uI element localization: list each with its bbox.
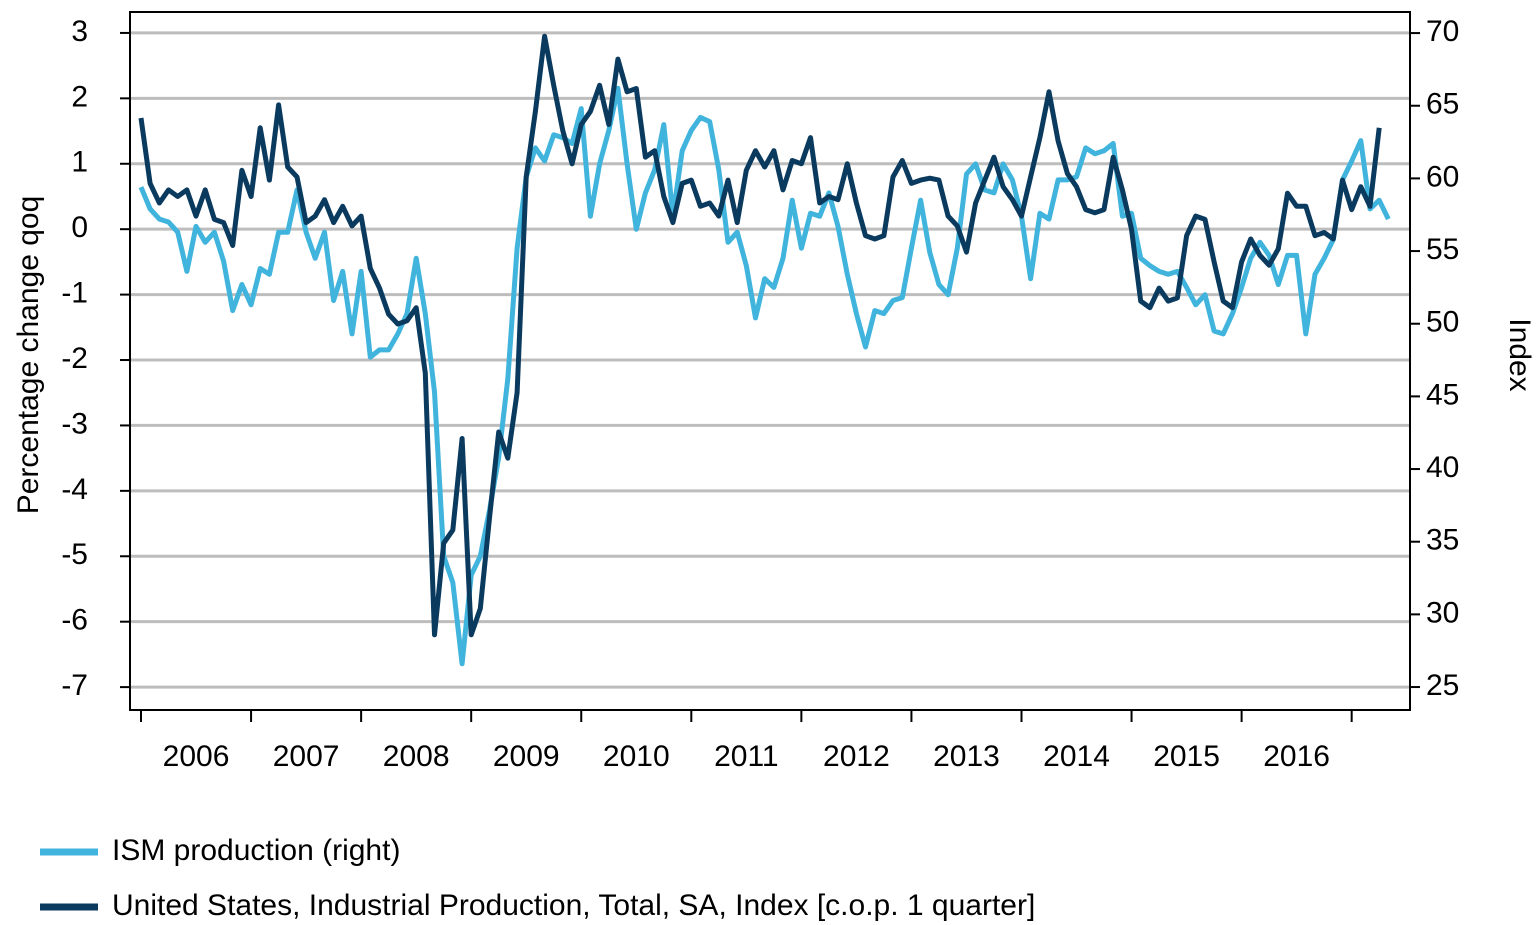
y2-tick-label: 35 [1426, 524, 1459, 557]
legend-label: ISM production (right) [112, 834, 400, 867]
y-tick-label: 1 [71, 146, 88, 179]
y-axis-title: Percentage change qoq [12, 196, 45, 515]
series-line [138, 33, 1382, 638]
x-tick-label: 2006 [163, 740, 230, 773]
y2-tick-label: 45 [1426, 378, 1459, 411]
y2-tick-label: 50 [1426, 306, 1459, 339]
y-tick-label: 3 [71, 15, 88, 48]
x-tick-label: 2007 [273, 740, 340, 773]
y2-tick-label: 25 [1426, 669, 1459, 702]
plot-frame [129, 11, 1411, 711]
legend-label: United States, Industrial Production, To… [112, 889, 1035, 922]
x-tick-label: 2013 [933, 740, 1000, 773]
y-tick-label: 2 [71, 80, 88, 113]
series-line [138, 85, 1391, 667]
x-tick-label: 2015 [1153, 740, 1220, 773]
y-tick-label: 0 [71, 211, 88, 244]
x-tick-label: 2008 [383, 740, 450, 773]
x-tick-label: 2009 [493, 740, 560, 773]
y2-tick-label: 40 [1426, 451, 1459, 484]
y2-tick-label: 70 [1426, 15, 1459, 48]
y2-tick-label: 30 [1426, 596, 1459, 629]
x-tick-label: 2014 [1043, 740, 1110, 773]
y-tick-label: -4 [61, 473, 88, 506]
y-tick-label: -3 [61, 407, 88, 440]
y-tick-label: -2 [61, 342, 88, 375]
x-tick-label: 2011 [714, 740, 779, 773]
y2-tick-label: 60 [1426, 160, 1459, 193]
y-tick-label: -6 [61, 604, 88, 637]
y2-tick-label: 55 [1426, 233, 1459, 266]
y-tick-label: -7 [61, 669, 88, 702]
x-tick-label: 2010 [603, 740, 670, 773]
x-tick-label: 2012 [823, 740, 890, 773]
y2-tick-label: 65 [1426, 88, 1459, 121]
y-tick-label: -1 [61, 277, 88, 310]
y-tick-label: -5 [61, 538, 88, 571]
x-tick-label: 2016 [1263, 740, 1330, 773]
y2-axis-title: Index [1503, 318, 1536, 391]
